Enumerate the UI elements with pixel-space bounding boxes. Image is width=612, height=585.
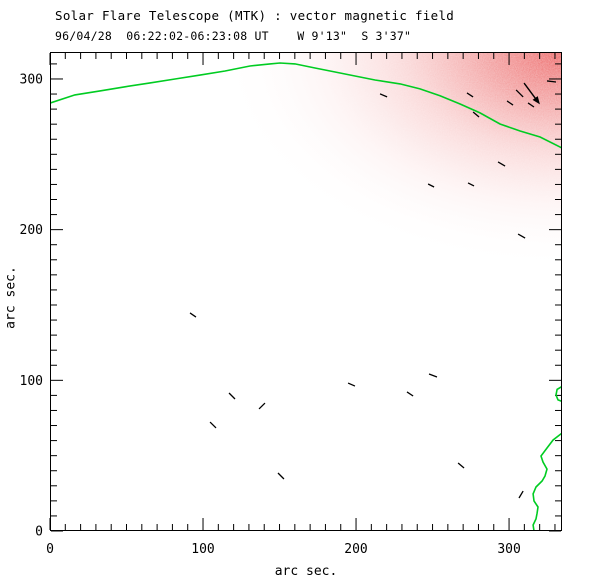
field-vector [189,312,197,318]
field-vector [546,80,557,83]
field-vector [497,161,506,167]
y-tick-label: 0 [35,525,43,540]
y-tick-label: 300 [20,72,43,87]
field-vector [527,102,535,108]
x-tick-label: 0 [46,542,54,557]
field-vector [506,100,514,106]
plot-border [50,52,562,531]
field-vector [472,111,480,118]
field-vector [427,183,435,188]
y-axis-label: arc sec. [3,266,19,329]
plot-title: Solar Flare Telescope (MTK) : vector mag… [55,8,455,23]
field-vector [228,392,236,400]
field-vector [428,373,438,378]
field-vector [347,382,356,387]
field-vector [209,421,217,429]
x-tick-label: 100 [191,542,214,557]
x-tick-label: 300 [497,542,520,557]
contours [51,62,561,530]
x-axis-label: arc sec. [274,564,338,579]
field-vector [518,490,524,499]
y-tick-label: 200 [20,223,43,238]
field-vectors [189,80,557,499]
field-arrow [523,82,540,105]
field-vector [515,89,524,98]
plot-subtitle: 96/04/28 06:22:02-06:23:08 UT W 9'13" S … [55,29,412,43]
field-vector [277,472,285,480]
intensity-shading [217,53,561,271]
field-vector [406,391,414,397]
small-contour [555,386,561,402]
lower-limb-contour [532,432,561,530]
field-vector [457,462,465,469]
field-vector [466,92,474,98]
field-vector [258,402,266,410]
arrow-head [532,96,540,105]
field-vector [517,233,526,239]
axis-ticks [49,53,561,532]
field-vector [467,182,475,187]
solar-limb-curve [51,62,561,149]
field-vector [379,93,388,98]
x-tick-label: 200 [344,542,367,557]
y-tick-label: 100 [20,374,43,389]
